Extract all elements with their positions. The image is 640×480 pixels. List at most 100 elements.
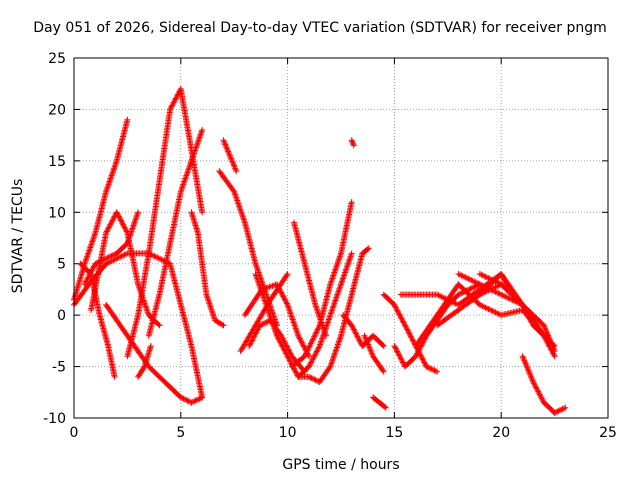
data-point	[107, 176, 114, 183]
data-point	[489, 287, 496, 294]
data-point	[190, 151, 197, 158]
data-point	[501, 292, 508, 299]
data-point	[313, 348, 320, 355]
data-point	[322, 329, 329, 336]
data-point	[409, 336, 416, 343]
data-point	[315, 325, 322, 332]
data-point	[538, 394, 545, 401]
data-point	[491, 308, 498, 315]
data-point	[337, 334, 344, 341]
data-point	[562, 404, 569, 411]
data-point	[331, 351, 338, 358]
data-point	[177, 394, 184, 401]
data-point	[184, 168, 191, 175]
data-point	[104, 227, 111, 234]
data-point	[238, 209, 245, 216]
x-tick-label: 20	[492, 425, 510, 441]
data-point	[483, 274, 490, 281]
data-point	[542, 326, 549, 333]
data-point	[280, 293, 287, 300]
data-point	[122, 225, 129, 232]
data-point	[366, 344, 373, 351]
data-point	[138, 290, 145, 297]
data-point	[222, 142, 229, 149]
data-point	[499, 292, 506, 299]
data-point	[199, 394, 206, 401]
data-point	[134, 212, 141, 219]
data-point	[117, 253, 124, 260]
data-point	[108, 220, 115, 227]
data-point	[184, 397, 191, 404]
data-point	[336, 253, 343, 260]
data-point	[204, 296, 211, 303]
data-point	[333, 344, 340, 351]
data-point	[109, 171, 116, 178]
data-point	[113, 255, 120, 262]
data-point	[249, 337, 255, 344]
data-point	[199, 209, 206, 216]
data-point	[230, 187, 237, 194]
data-point	[285, 354, 292, 361]
data-point	[260, 293, 267, 300]
data-point	[333, 294, 340, 301]
data-point	[268, 318, 275, 325]
data-point	[299, 340, 306, 347]
data-point	[298, 338, 305, 345]
data-point	[255, 325, 262, 332]
data-point	[275, 335, 282, 342]
data-point	[171, 98, 178, 105]
data-point	[498, 271, 505, 277]
data-point	[424, 364, 431, 371]
data-point	[365, 343, 372, 349]
data-point	[295, 334, 302, 341]
data-point	[137, 287, 144, 294]
data-point	[306, 343, 313, 350]
data-point	[124, 116, 131, 123]
data-point	[538, 395, 545, 402]
data-point	[479, 272, 486, 279]
data-point	[283, 299, 290, 306]
data-point	[455, 291, 462, 298]
series-track-7	[77, 260, 118, 380]
data-point	[108, 253, 115, 259]
data-point	[117, 216, 124, 223]
data-point	[521, 357, 528, 364]
data-point	[486, 275, 493, 282]
data-point	[485, 305, 492, 312]
data-point	[529, 377, 536, 384]
data-point	[409, 337, 416, 344]
data-point	[355, 334, 362, 341]
data-point	[428, 366, 435, 373]
data-point	[263, 319, 270, 326]
data-point	[255, 278, 262, 285]
data-point	[103, 255, 110, 262]
data-point	[139, 294, 146, 301]
data-point	[117, 217, 124, 224]
data-point	[339, 276, 346, 283]
data-point	[303, 350, 310, 357]
data-point	[501, 277, 508, 284]
data-point	[292, 323, 299, 330]
data-point	[308, 358, 315, 365]
data-point	[83, 277, 90, 284]
data-point	[530, 380, 537, 387]
data-point	[225, 148, 232, 155]
data-point	[232, 166, 239, 173]
data-point	[508, 290, 515, 297]
data-point	[496, 290, 503, 297]
data-point	[536, 391, 543, 398]
data-point	[464, 275, 471, 282]
data-point	[283, 351, 290, 358]
data-point	[554, 408, 561, 415]
data-point	[135, 209, 142, 216]
data-point	[282, 349, 289, 356]
series-track-1	[71, 116, 131, 303]
data-point	[263, 301, 270, 308]
axis-ticks	[73, 57, 609, 419]
data-point	[207, 305, 214, 312]
data-point	[287, 358, 294, 365]
data-point	[90, 234, 97, 241]
data-point	[135, 282, 142, 289]
data-point	[155, 321, 162, 328]
data-point	[281, 295, 288, 301]
